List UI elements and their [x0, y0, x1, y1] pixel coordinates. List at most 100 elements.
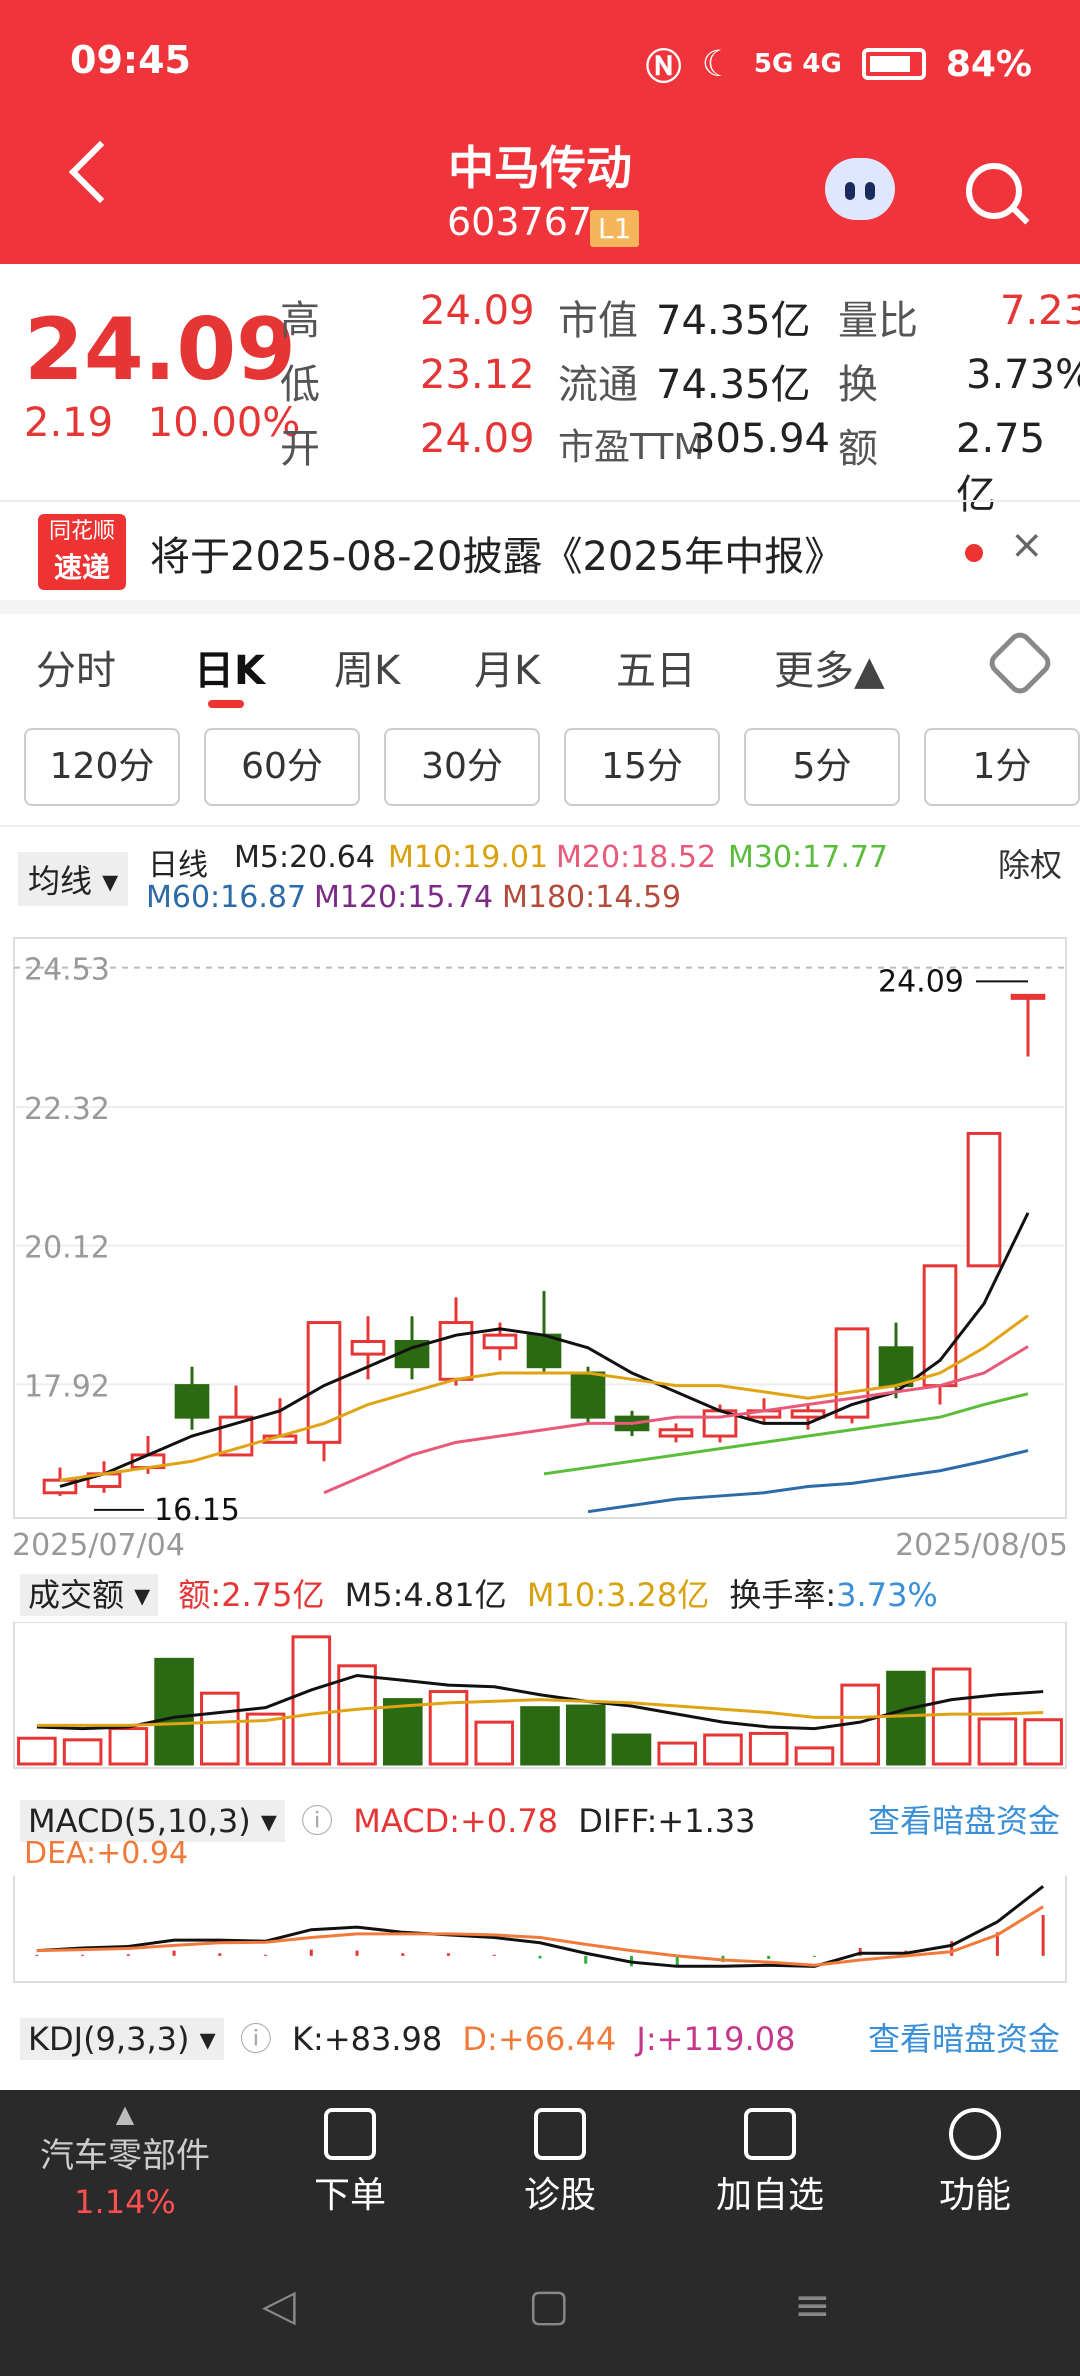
- period-5[interactable]: 5分: [744, 728, 900, 806]
- candle-body: [482, 1333, 518, 1350]
- ma30-label: M30:17.77: [728, 840, 889, 875]
- divider: [0, 825, 1080, 827]
- candle-body: [570, 1371, 606, 1419]
- candle-body: [966, 1131, 1002, 1268]
- volume-bar: [611, 1733, 652, 1766]
- high-value: 24.09: [420, 288, 535, 334]
- vr-value: 7.23: [1000, 288, 1080, 334]
- candlestick-chart[interactable]: 24.53 22.32 20.12 17.92 24.09 16.15: [0, 918, 1080, 1528]
- tab-fenshi[interactable]: 分时: [36, 648, 116, 694]
- nav-diagnose[interactable]: 诊股: [500, 2090, 620, 2240]
- nav-add-watch[interactable]: 加自选: [700, 2090, 840, 2240]
- low-label: 低: [280, 362, 320, 408]
- status-time: 09:45: [70, 38, 191, 82]
- close-icon[interactable]: ×: [1010, 522, 1044, 568]
- back-triangle-icon[interactable]: ◁: [262, 2280, 296, 2331]
- bottom-nav: ▲ 汽车零部件 1.14% 下单 诊股 加自选 功能: [0, 2090, 1080, 2240]
- change-value: 2.19: [24, 400, 114, 446]
- volume-selector[interactable]: 成交额 ▾: [20, 1574, 159, 1616]
- nav-function-label: 功能: [938, 2175, 1011, 2216]
- volume-bar: [657, 1741, 698, 1766]
- news-banner[interactable]: 同花顺 速递 将于2025-08-20披露《2025年中报》 ×: [0, 500, 1080, 600]
- signal-icon: 5G 4G: [753, 49, 842, 79]
- ma-selector[interactable]: 均线 ▾: [18, 852, 129, 906]
- plus-icon: [744, 2108, 796, 2160]
- macd-chart[interactable]: [0, 1876, 1080, 1986]
- sector-name: 汽车零部件: [40, 2136, 210, 2176]
- volume-frame: [13, 1622, 1067, 1769]
- dea-value: DEA:+0.94: [24, 1836, 189, 1871]
- period-120[interactable]: 120分: [24, 728, 180, 806]
- pe-value: 305.94: [690, 416, 830, 462]
- candle-body: [834, 1327, 870, 1419]
- nav-function[interactable]: 功能: [915, 2090, 1035, 2240]
- volume-bar: [474, 1720, 515, 1766]
- macd-selector[interactable]: MACD(5,10,3) ▾: [20, 1800, 285, 1842]
- dark-pool-link-2[interactable]: 查看暗盘资金: [867, 2020, 1060, 2058]
- macd-legend: MACD(5,10,3) ▾ ⓘ MACD:+0.78 DIFF:+1.33: [20, 1796, 755, 1842]
- turn-value: 3.73%: [966, 352, 1080, 398]
- low-price-label: 16.15: [154, 1493, 240, 1528]
- volume-chart[interactable]: [0, 1622, 1080, 1792]
- high-label: 高: [280, 298, 320, 344]
- settings-icon[interactable]: [984, 627, 1056, 699]
- candle-body: [878, 1346, 914, 1388]
- stock-code: 603767: [447, 200, 593, 244]
- y-tick-label: 20.12: [24, 1231, 110, 1266]
- tab-day-k[interactable]: 日K: [194, 648, 265, 694]
- tab-more[interactable]: 更多▲: [774, 648, 885, 694]
- kdj-j: J:+119.08: [636, 2020, 796, 2058]
- pe-label: 市盈TTM: [558, 427, 705, 468]
- turn-label: 换: [838, 362, 878, 408]
- chuquan-toggle[interactable]: 除权: [997, 846, 1062, 884]
- tab-week-k[interactable]: 周K: [334, 648, 401, 694]
- period-15[interactable]: 15分: [564, 728, 720, 806]
- change-percent: 10.00%: [147, 400, 301, 446]
- ma60-line: [587, 1449, 1029, 1514]
- kdj-legend: KDJ(9,3,3) ▾ ⓘ K:+83.98 D:+66.44 J:+119.…: [20, 2014, 795, 2060]
- period-1[interactable]: 1分: [924, 728, 1080, 806]
- period-30[interactable]: 30分: [384, 728, 540, 806]
- volume-bar: [291, 1635, 332, 1766]
- news-text[interactable]: 将于2025-08-20披露《2025年中报》: [150, 534, 845, 580]
- volume-bar: [108, 1727, 149, 1766]
- ma30-line: [543, 1392, 1029, 1476]
- ma180-label: M180:14.59: [502, 880, 682, 915]
- kdj-selector[interactable]: KDJ(9,3,3) ▾: [20, 2018, 224, 2060]
- candle-body: [174, 1384, 210, 1419]
- candle-body: [350, 1339, 386, 1356]
- home-icon[interactable]: ▢: [528, 2280, 570, 2331]
- ma5-label: M5:20.64: [234, 840, 375, 875]
- period-60[interactable]: 60分: [204, 728, 360, 806]
- divider: [0, 600, 1080, 614]
- nav-order-label: 下单: [313, 2175, 386, 2216]
- news-badge-bottom: 速递: [53, 551, 110, 584]
- volume-legend: 成交额 ▾ 额:2.75亿 M5:4.81亿 M10:3.28亿 换手率:3.7…: [20, 1570, 938, 1616]
- volume-m10: M10:3.28亿: [526, 1576, 710, 1614]
- turnover-value: 3.73%: [836, 1576, 938, 1614]
- document-icon: [324, 2108, 376, 2160]
- help-icon[interactable]: ⓘ: [239, 2020, 272, 2058]
- chevron-up-icon: ▲: [115, 2100, 135, 2128]
- open-value: 24.09: [420, 416, 535, 462]
- price-change: 2.19 10.00%: [24, 400, 300, 446]
- robot-assistant-icon[interactable]: [825, 158, 895, 220]
- volume-m5: M5:4.81亿: [344, 1576, 507, 1614]
- nav-order[interactable]: 下单: [290, 2090, 410, 2240]
- tab-five-day[interactable]: 五日: [616, 648, 696, 694]
- sector-button[interactable]: ▲ 汽车零部件 1.14%: [20, 2090, 230, 2240]
- nfc-icon: Ⓝ: [645, 47, 682, 88]
- volume-bar: [931, 1667, 972, 1766]
- date-end: 2025/08/05: [895, 1528, 1068, 1563]
- ma20-line: [323, 1345, 1029, 1495]
- search-icon[interactable]: [966, 163, 1022, 219]
- recent-apps-icon[interactable]: ≡: [794, 2280, 831, 2331]
- volume-bar: [794, 1746, 835, 1766]
- help-icon[interactable]: ⓘ: [301, 1802, 334, 1840]
- volume-bar: [520, 1706, 560, 1766]
- dark-pool-link[interactable]: 查看暗盘资金: [867, 1802, 1060, 1840]
- candle-body: [658, 1428, 694, 1438]
- volume-bar: [703, 1733, 743, 1766]
- tab-month-k[interactable]: 月K: [474, 648, 541, 694]
- volume-bar: [337, 1664, 377, 1766]
